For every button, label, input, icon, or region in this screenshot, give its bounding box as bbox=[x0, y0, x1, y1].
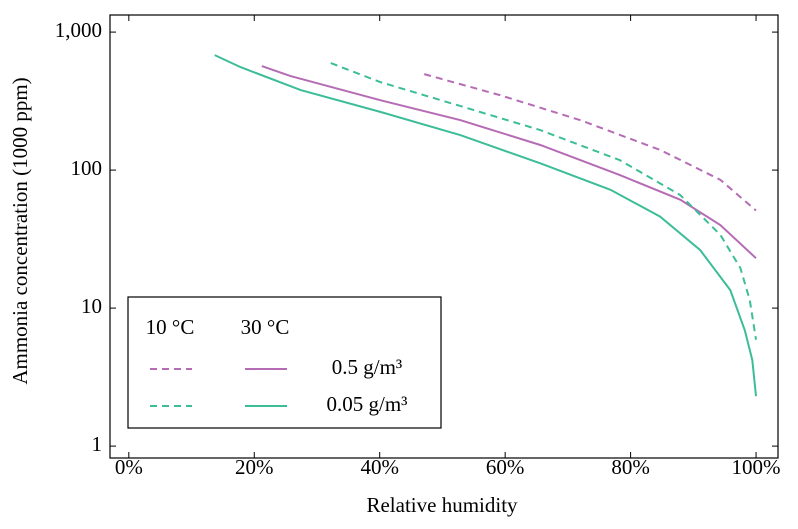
x-axis-label: Relative humidity bbox=[366, 493, 518, 517]
y-tick-label: 1,000 bbox=[55, 18, 102, 42]
legend-header: 30 °C bbox=[241, 315, 290, 339]
y-tick-label: 1 bbox=[92, 432, 103, 456]
y-tick-label: 100 bbox=[71, 156, 103, 180]
legend-header: 10 °C bbox=[146, 315, 195, 339]
x-tick-label: 20% bbox=[235, 455, 274, 479]
x-tick-label: 0% bbox=[115, 455, 143, 479]
plot-frame bbox=[109, 14, 779, 459]
legend-label: 0.05 g/m³ bbox=[327, 392, 408, 416]
x-tick-label: 60% bbox=[486, 455, 525, 479]
data-line bbox=[423, 73, 757, 212]
y-tick-label: 10 bbox=[81, 294, 102, 318]
x-tick-label: 40% bbox=[360, 455, 399, 479]
data-line bbox=[214, 54, 757, 397]
y-axis-label: Ammonia concentration (1000 ppm) bbox=[8, 77, 32, 384]
data-line bbox=[330, 62, 757, 340]
data-line bbox=[261, 65, 757, 259]
x-tick-label: 80% bbox=[611, 455, 650, 479]
legend-label: 0.5 g/m³ bbox=[332, 355, 402, 379]
x-tick-label: 100% bbox=[732, 455, 781, 479]
